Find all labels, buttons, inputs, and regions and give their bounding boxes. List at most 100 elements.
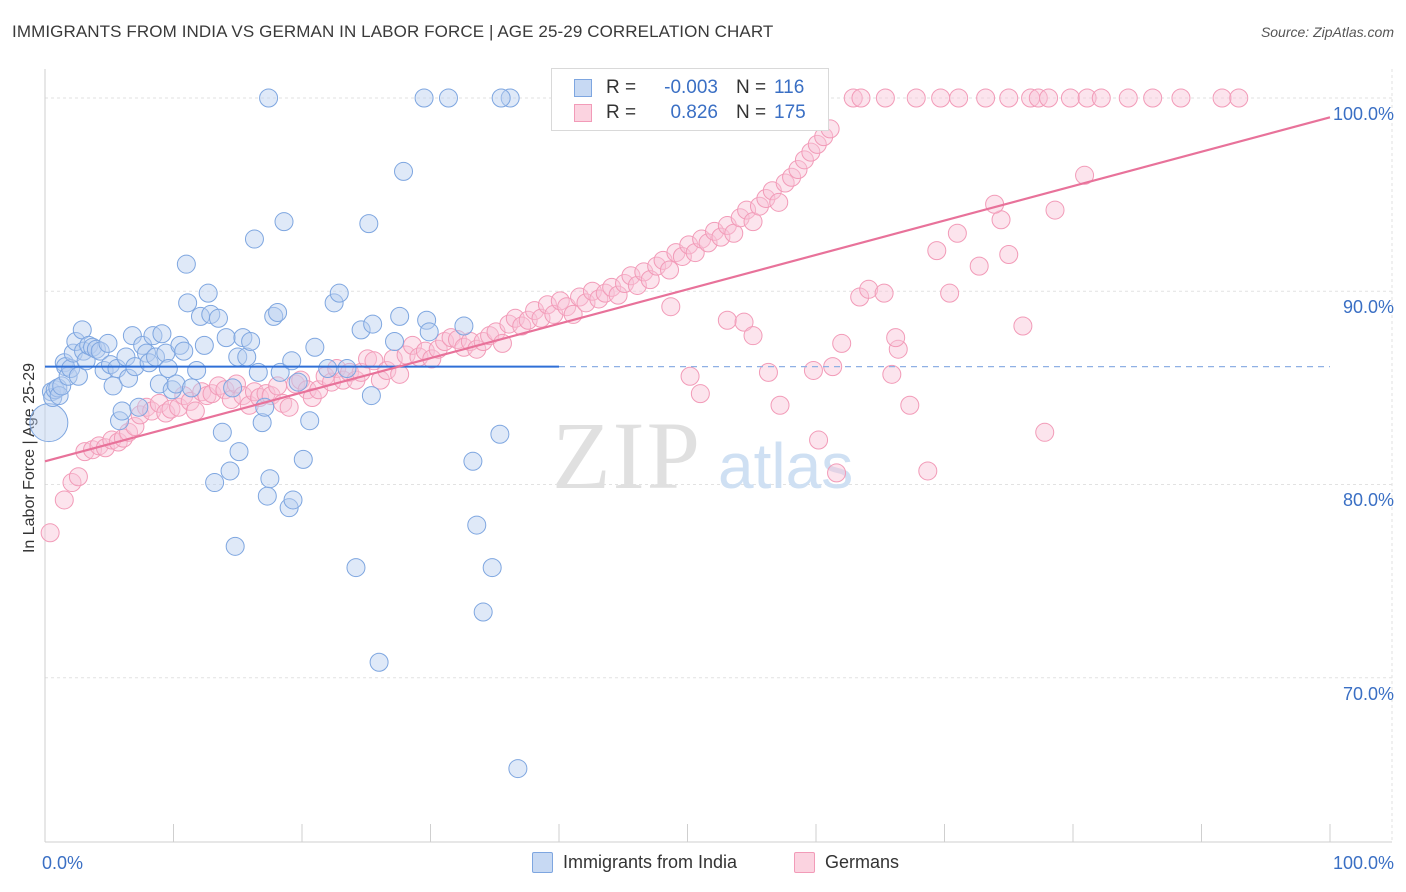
- data-point: [557, 297, 577, 317]
- data-point: [743, 326, 763, 346]
- data-point: [149, 393, 169, 413]
- data-point: [900, 395, 920, 415]
- data-point: [152, 324, 172, 344]
- data-point: [859, 279, 879, 299]
- data-point: [843, 88, 863, 108]
- data-point: [68, 467, 88, 487]
- data-point: [286, 374, 306, 394]
- data-point: [220, 461, 240, 481]
- data-point: [949, 88, 969, 108]
- data-point: [467, 515, 487, 535]
- data-point: [788, 159, 808, 179]
- data-point: [274, 212, 294, 232]
- data-point: [361, 386, 381, 406]
- data-point: [672, 246, 692, 266]
- data-point: [305, 337, 325, 357]
- data-point: [129, 397, 149, 417]
- trend-lines: [44, 116, 1331, 463]
- data-point: [717, 310, 737, 330]
- legend-swatch-germans: [794, 852, 815, 873]
- data-point: [621, 266, 641, 286]
- data-point: [634, 262, 654, 282]
- data-point: [181, 378, 201, 398]
- data-point: [794, 150, 814, 170]
- data-point: [223, 378, 243, 398]
- data-point: [98, 333, 118, 353]
- data-point: [385, 331, 405, 351]
- data-point: [602, 277, 622, 297]
- trend-line-germans: [44, 116, 1331, 463]
- data-point: [248, 362, 268, 382]
- legend-swatch-germans: [574, 104, 592, 122]
- data-point: [54, 490, 74, 510]
- data-point: [300, 411, 320, 431]
- data-point: [888, 339, 908, 359]
- legend-label-india: Immigrants from India: [563, 852, 738, 872]
- axes: [44, 69, 1392, 843]
- data-point: [176, 254, 196, 274]
- watermark-zip-text: ZIP: [552, 402, 702, 509]
- data-point: [1212, 88, 1232, 108]
- data-point: [1077, 88, 1097, 108]
- legend-n-label: N =: [736, 102, 767, 123]
- data-point: [832, 333, 852, 353]
- data-point: [1039, 88, 1059, 108]
- data-point: [122, 326, 142, 346]
- data-point: [156, 403, 176, 423]
- data-point: [351, 320, 371, 340]
- data-point: [174, 341, 194, 361]
- data-point: [918, 461, 938, 481]
- data-point: [508, 759, 528, 779]
- data-point: [438, 88, 458, 108]
- data-point: [1060, 88, 1080, 108]
- y-tick-label: 100.0%: [1332, 103, 1394, 124]
- chart-title: IMMIGRANTS FROM INDIA VS GERMAN IN LABOR…: [12, 22, 774, 41]
- data-point: [1143, 88, 1163, 108]
- data-point: [302, 388, 322, 408]
- data-point: [205, 473, 225, 493]
- legend-item-germans[interactable]: Germans: [794, 852, 899, 873]
- data-point: [537, 295, 557, 315]
- data-point: [244, 229, 264, 249]
- data-point: [947, 223, 967, 243]
- legend-n-value: 116: [774, 77, 805, 98]
- data-point: [851, 88, 871, 108]
- data-point: [976, 88, 996, 108]
- data-point: [270, 362, 290, 382]
- data-point: [162, 380, 182, 400]
- data-point: [756, 188, 776, 208]
- data-point: [827, 463, 847, 483]
- germans-points: [40, 88, 1249, 543]
- data-point: [473, 602, 493, 622]
- data-point: [482, 558, 502, 578]
- data-point: [414, 88, 434, 108]
- data-point: [737, 200, 757, 220]
- data-point: [807, 134, 827, 154]
- data-point: [282, 351, 302, 371]
- data-point: [1013, 316, 1033, 336]
- data-point: [441, 328, 461, 348]
- legend-item-india[interactable]: Immigrants from India: [532, 852, 737, 873]
- legend-n-label: N =: [736, 77, 767, 98]
- data-point: [1035, 422, 1055, 442]
- data-point: [969, 256, 989, 276]
- data-point: [1118, 88, 1138, 108]
- data-point: [769, 192, 789, 212]
- data-point: [358, 349, 378, 369]
- legend-r-value: -0.003: [664, 77, 718, 98]
- data-point: [264, 306, 284, 326]
- legend-r-label: R =: [606, 77, 637, 98]
- data-point: [225, 536, 245, 556]
- data-point: [463, 451, 483, 471]
- data-point: [1171, 88, 1191, 108]
- data-point: [158, 359, 178, 379]
- legend-r-label: R =: [606, 102, 637, 123]
- data-point: [318, 359, 338, 379]
- legend-row-germans: R = 0.826 N = 175: [574, 102, 806, 124]
- legend-swatch-india: [574, 79, 592, 97]
- y-tick-label: 90.0%: [1342, 297, 1394, 318]
- data-point: [394, 161, 414, 181]
- data-point: [1229, 88, 1249, 108]
- data-point: [734, 312, 754, 332]
